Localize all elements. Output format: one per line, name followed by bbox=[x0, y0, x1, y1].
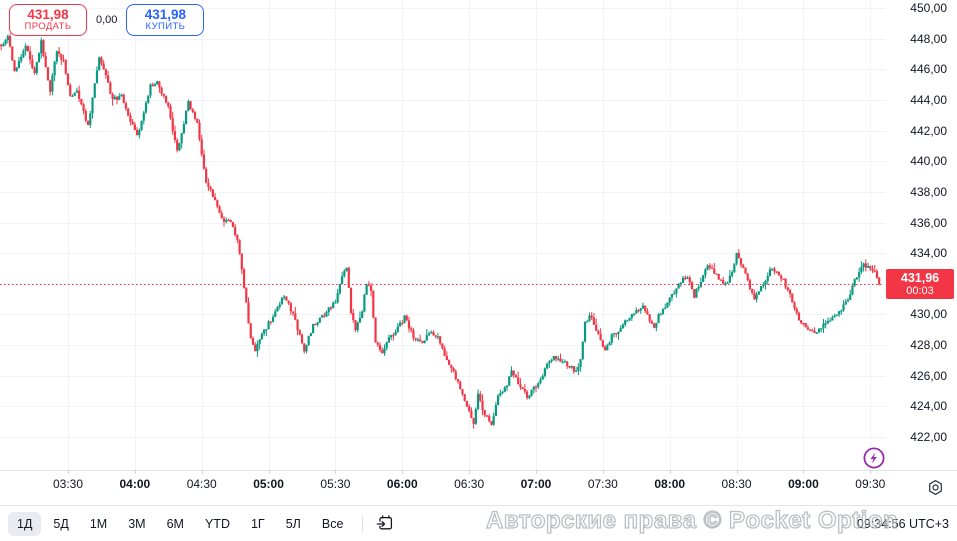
lightning-icon[interactable] bbox=[862, 446, 886, 470]
countdown-timer: 00:03 bbox=[906, 285, 934, 298]
price-axis-label: 434,00 bbox=[910, 246, 947, 261]
range-button-1Г[interactable]: 1Г bbox=[242, 512, 274, 536]
time-axis-tick bbox=[535, 470, 537, 474]
time-axis-label: 05:00 bbox=[253, 477, 284, 491]
axis-settings-gear-icon[interactable] bbox=[926, 478, 945, 497]
time-axis-label: 08:00 bbox=[654, 477, 686, 491]
time-axis-label: 09:30 bbox=[855, 477, 886, 491]
time-axis-tick bbox=[68, 470, 69, 474]
buy-price: 431,98 bbox=[144, 6, 187, 22]
price-axis-label: 444,00 bbox=[910, 92, 947, 107]
range-button-1Д[interactable]: 1Д bbox=[8, 511, 42, 536]
current-price-value: 431,96 bbox=[900, 270, 940, 285]
trade-widget: 431,98 ПРОДАТЬ 0,00 431,98 КУПИТЬ bbox=[9, 4, 205, 36]
bottom-toolbar: 1Д 5Д 1М 3М 6М YTD 1Г 5Л Все 09:34:56 UTC+3 bbox=[0, 505, 957, 541]
price-axis-label: 438,00 bbox=[910, 184, 947, 199]
time-axis-tick bbox=[669, 470, 671, 474]
price-axis-label: 424,00 bbox=[910, 399, 947, 414]
toolbar-divider bbox=[362, 514, 364, 533]
price-axis-label: 422,00 bbox=[910, 430, 947, 444]
price-axis-label: 430,00 bbox=[910, 307, 947, 322]
goto-date-button[interactable] bbox=[373, 510, 398, 538]
time-axis-tick bbox=[602, 470, 604, 474]
time-axis-tick bbox=[803, 470, 805, 474]
range-button-Все[interactable]: Все bbox=[313, 512, 353, 536]
range-button-3М[interactable]: 3М bbox=[119, 512, 154, 536]
time-axis-tick bbox=[870, 470, 872, 474]
calendar-goto-icon bbox=[377, 514, 393, 529]
spread-value: 0,00 bbox=[96, 14, 118, 26]
time-axis-label: 09:00 bbox=[788, 477, 819, 491]
sell-button[interactable]: 431,98 ПРОДАТЬ bbox=[9, 4, 87, 36]
time-axis-label: 06:00 bbox=[386, 477, 418, 491]
price-axis-label: 450,00 bbox=[910, 1, 947, 15]
range-button-1М[interactable]: 1М bbox=[81, 512, 116, 536]
sell-label: ПРОДАТЬ bbox=[24, 21, 72, 33]
sell-price: 431,98 bbox=[27, 6, 69, 22]
time-axis-tick bbox=[335, 470, 337, 474]
price-axis[interactable]: 450,00 448,00 446,00 444,00 442,00 440,00 438,… bbox=[882, 0, 957, 470]
clock[interactable]: 09:34:56 UTC+3 bbox=[856, 516, 949, 531]
range-button-6М[interactable]: 6М bbox=[158, 512, 193, 536]
price-axis-label: 448,00 bbox=[910, 31, 947, 46]
time-axis-separator bbox=[0, 470, 957, 471]
time-axis-tick bbox=[268, 470, 270, 474]
time-axis[interactable]: 03:30 04:00 04:30 05:00 05:30 06:00 06:30 07:00… bbox=[0, 470, 957, 505]
range-button-5Л[interactable]: 5Л bbox=[277, 512, 310, 536]
price-axis-label: 440,00 bbox=[910, 154, 947, 169]
current-price-badge: 431,96 00:03 bbox=[886, 269, 954, 300]
time-axis-label: 04:00 bbox=[119, 477, 151, 491]
price-axis-label: 442,00 bbox=[910, 123, 947, 138]
range-button-YTD[interactable]: YTD bbox=[196, 512, 239, 536]
range-selector: 1Д 5Д 1М 3М 6М YTD 1Г 5Л Все bbox=[8, 511, 353, 536]
time-axis-label: 08:30 bbox=[721, 477, 752, 491]
time-axis-label: 03:30 bbox=[52, 477, 84, 491]
time-axis-tick bbox=[402, 470, 404, 474]
range-button-5Д[interactable]: 5Д bbox=[44, 512, 77, 536]
time-axis-tick bbox=[134, 470, 136, 474]
buy-button[interactable]: 431,98 КУПИТЬ bbox=[126, 4, 205, 36]
price-axis-label: 436,00 bbox=[910, 215, 947, 230]
time-axis-label: 07:00 bbox=[520, 477, 552, 491]
time-axis-label: 06:30 bbox=[454, 477, 485, 491]
time-axis-label: 07:30 bbox=[587, 477, 618, 491]
time-axis-label: 05:30 bbox=[320, 477, 351, 491]
time-axis-tick bbox=[201, 470, 203, 474]
time-axis-tick bbox=[736, 470, 738, 474]
buy-label: КУПИТЬ bbox=[145, 21, 186, 33]
price-axis-label: 428,00 bbox=[910, 338, 947, 353]
time-axis-label: 04:30 bbox=[186, 477, 217, 491]
price-axis-label: 446,00 bbox=[910, 62, 947, 77]
price-axis-label: 426,00 bbox=[910, 368, 947, 383]
time-axis-tick bbox=[469, 470, 471, 474]
